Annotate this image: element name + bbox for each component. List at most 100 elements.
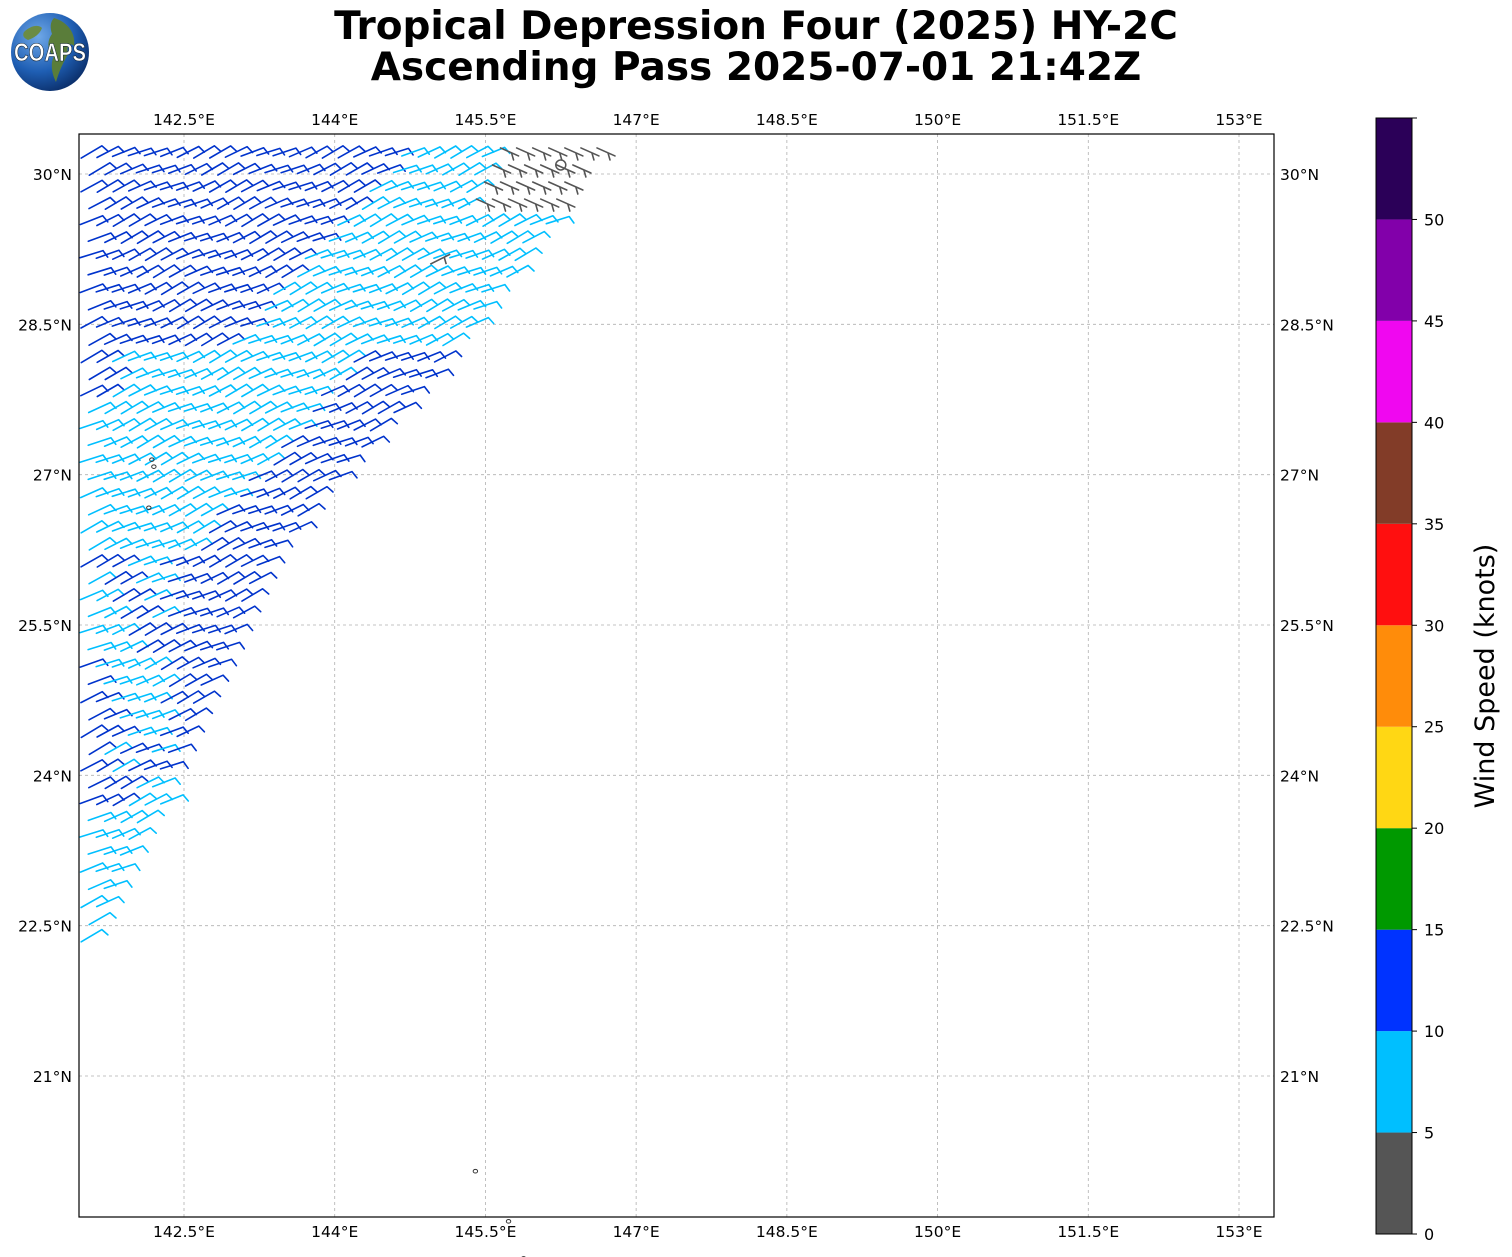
wind-barb [208,520,238,534]
wind-barb [256,384,286,397]
wind-barb [184,332,214,347]
wind-barb [297,502,326,517]
wind-barb [345,333,374,346]
wind-barb [225,179,254,193]
wind-barb [248,367,278,380]
wind-barb [80,554,109,568]
wind-barb [119,334,149,345]
wind-barb [580,147,600,161]
wind-barb [433,350,463,363]
wind-barb [120,605,149,619]
wind-barb [596,147,616,161]
wind-barb [417,215,447,225]
wind-barb [87,401,117,414]
wind-barb [201,162,230,176]
wind-barb [564,181,584,195]
wind-barb [225,383,254,398]
wind-barb [191,249,222,259]
wind-barb [265,230,294,244]
wind-barb [184,640,214,652]
wind-barb [400,385,431,396]
wind-barb [233,400,262,415]
wind-barb [361,196,391,210]
wind-barb [112,213,141,227]
wind-barb [143,181,173,191]
wind-barb [160,419,190,431]
wind-barb [88,776,117,789]
wind-barb [345,231,374,243]
wind-barb [112,248,141,260]
wind-barb [449,215,479,226]
wind-barb [393,299,423,312]
wind-barb [104,231,133,244]
wind-barb [531,147,552,161]
wind-barb [208,316,238,329]
x-tick-label-bottom: 147°E [613,1223,660,1241]
wind-barb [95,488,125,498]
wind-barb [104,775,133,790]
colorbar-segment [1376,422,1412,524]
wind-barb [176,623,206,635]
colorbar-segment [1376,625,1412,727]
wind-barb [321,315,350,330]
colorbar-tick-label: 15 [1424,921,1444,940]
wind-barb [240,522,270,532]
wind-barb [144,793,174,806]
wind-barb [184,537,214,551]
wind-barb [184,368,214,379]
wind-barb [160,794,190,805]
x-axis-bottom: 142.5°E 144°E 145.5°E 147°E 148.5°E 150°E 151.… [153,1223,1263,1241]
x-tick-label-bottom: 148.5°E [756,1223,818,1241]
x-tick-label-bottom: 145.5°E [454,1223,516,1241]
wind-barb [168,231,198,243]
wind-barb [111,317,141,327]
wind-barb [336,454,366,463]
wind-barb [152,264,182,279]
wind-barb [96,793,125,806]
wind-barb [128,213,157,227]
wind-barb [556,164,576,178]
wind-barb [112,383,141,398]
wind-barb [96,179,125,193]
colorbar-tick-label: 40 [1424,413,1444,432]
colorbar-segment [1376,320,1412,423]
wind-barb [392,368,422,378]
wind-barb [87,879,117,891]
wind-barb [176,555,206,566]
wind-barb [79,487,109,499]
wind-barb [288,146,318,158]
wind-barb [184,162,214,176]
wind-barb [273,281,302,295]
wind-barb [409,231,439,243]
wind-barb [152,299,182,312]
wind-barb [337,383,366,397]
wind-barb [199,641,230,651]
wind-barb [192,657,222,669]
wind-barb [216,606,246,618]
wind-barb [249,400,278,415]
wind-barb [556,198,576,212]
wind-barb [265,434,294,449]
wind-barb [289,316,318,329]
wind-barb [233,366,262,381]
wind-barb [248,538,278,549]
wind-barb [208,214,238,226]
wind-barb [337,349,366,364]
wind-barb [79,283,109,294]
wind-barb [224,418,254,431]
wind-barb [385,384,415,397]
wind-barb [353,350,382,363]
islands [146,457,526,1257]
y-tick-label-left: 30°N [33,166,72,184]
wind-barb [120,265,149,277]
wind-barb [128,452,157,465]
wind-barb [280,402,310,413]
wind-barb [429,253,451,265]
wind-barb [249,434,278,449]
wind-barb [152,434,182,449]
wind-barb [103,810,133,823]
wind-barb [409,264,439,278]
wind-barb [425,368,455,379]
wind-barb [87,641,117,651]
wind-barb [304,420,334,429]
